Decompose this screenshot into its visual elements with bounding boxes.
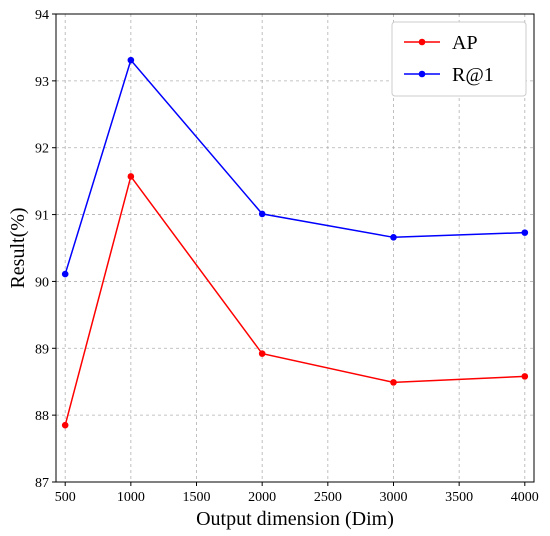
data-point-r1	[61, 270, 69, 278]
legend-label-ap: AP	[452, 32, 478, 54]
series-line-ap	[64, 174, 525, 426]
x-tick-label: 1000	[117, 490, 145, 505]
data-point-r1	[258, 210, 266, 218]
x-tick-label: 3500	[445, 490, 473, 505]
x-tick-label: 3000	[379, 490, 407, 505]
legend-marker-r1	[418, 70, 426, 78]
y-tick-label: 88	[35, 409, 49, 424]
y-tick-label: 93	[35, 75, 49, 90]
x-axis-title: Output dimension (Dim)	[196, 508, 394, 530]
data-point-ap	[521, 373, 529, 380]
legend-marker-ap	[418, 38, 426, 46]
data-point-r1	[521, 229, 529, 236]
legend: AP R@1	[391, 21, 527, 97]
y-tick-label: 92	[35, 142, 49, 157]
data-point-ap	[61, 421, 69, 429]
data-point-r1	[127, 56, 135, 64]
y-tick-label: 87	[35, 476, 49, 491]
series-layer	[61, 56, 529, 429]
y-tick-label: 94	[35, 8, 49, 23]
data-point-ap	[258, 350, 266, 357]
x-tick-label: 2000	[248, 490, 276, 505]
x-tick-label: 4000	[511, 490, 539, 505]
y-axis-title: Result(%)	[7, 207, 29, 288]
legend-box	[391, 21, 527, 97]
data-point-ap	[390, 379, 397, 386]
legend-item-ap: AP	[404, 32, 478, 54]
plot-frame	[55, 13, 535, 483]
y-tick-label: 89	[35, 342, 49, 357]
axis-ticks: 500 1000 1500 2000 2500 3000 3500 4000 87 88 89 90 9…	[35, 8, 539, 505]
data-point-r1	[390, 234, 397, 241]
legend-item-r1: R@1	[404, 64, 494, 86]
data-point-ap	[127, 173, 135, 180]
x-tick-label: 2500	[314, 490, 342, 505]
legend-label-r1: R@1	[452, 64, 494, 86]
y-tick-label: 91	[35, 209, 49, 224]
x-tick-label: 1500	[183, 490, 211, 505]
y-tick-label: 90	[35, 275, 49, 290]
x-tick-label: 500	[55, 490, 76, 505]
